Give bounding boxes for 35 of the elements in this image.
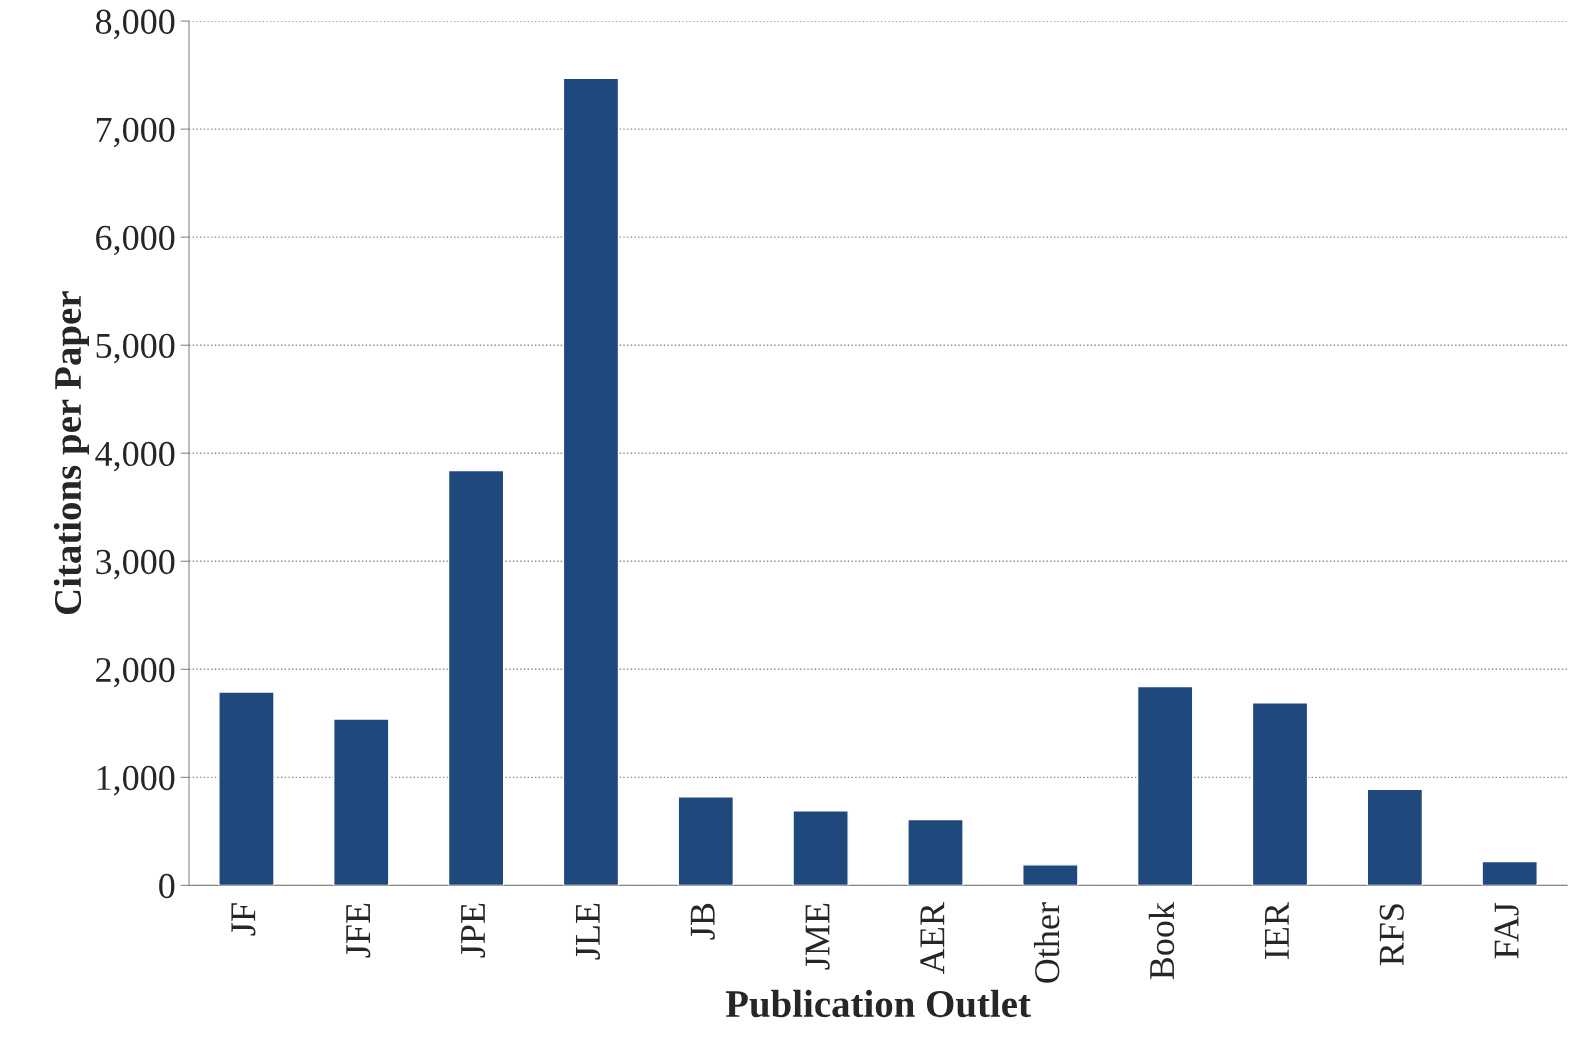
x-tick-label: JPE: [461, 903, 486, 958]
y-tick-label: 5,000: [96, 333, 175, 364]
bar: [562, 77, 620, 886]
x-tick-label: JME: [805, 903, 830, 970]
bar: [1251, 702, 1309, 886]
x-tick-label: IER: [1265, 902, 1289, 959]
bar: [218, 691, 275, 886]
x-tick-label: Book: [1148, 902, 1175, 980]
bar: [1022, 864, 1079, 886]
x-tick-label: AER: [920, 902, 945, 974]
y-tick-label: 0: [159, 873, 175, 899]
x-tick-label: FAJ: [1494, 902, 1519, 959]
y-tick-label: 8,000: [95, 9, 175, 40]
x-axis-title: Publication Outlet: [725, 989, 1031, 1018]
bar: [907, 818, 964, 886]
x-tick-label: JF: [231, 903, 256, 936]
x-tick-label: JB: [690, 903, 715, 940]
y-axis-title: Citations per Paper: [53, 291, 89, 615]
x-tick-label: JFE: [346, 903, 371, 958]
bar: [447, 469, 505, 886]
bar: [333, 718, 390, 886]
bar: [1136, 685, 1194, 886]
x-tick-label: Other: [1033, 902, 1060, 983]
bar: [677, 796, 735, 886]
x-tick-label: JLE: [575, 903, 600, 960]
y-tick-label: 1,000: [97, 765, 175, 796]
y-tick-label: 7,000: [96, 117, 175, 148]
y-tick-label: 3,000: [96, 549, 175, 580]
bar: [1481, 860, 1538, 886]
y-tick-label: 4,000: [95, 441, 175, 472]
y-tick-label: 2,000: [96, 657, 175, 688]
bar: [792, 810, 849, 886]
y-tick-label: 6,000: [96, 225, 175, 256]
x-tick-label: RFS: [1379, 904, 1404, 966]
bar: [1366, 788, 1424, 886]
